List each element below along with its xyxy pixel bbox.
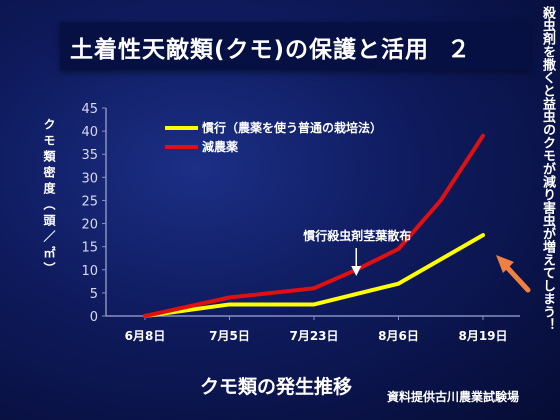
series-2-point	[481, 134, 485, 138]
series-2-point	[439, 198, 443, 202]
y-tick-label: 0	[90, 310, 98, 325]
side-note: 殺虫剤を撒くと益虫のクモが減り害虫が増えてしまう！	[540, 6, 555, 331]
x-tick-label: 8月19日	[458, 329, 507, 343]
y-tick-label: 25	[81, 194, 98, 209]
legend-label-2: 減農薬	[202, 139, 238, 154]
series-1-point	[312, 302, 316, 306]
y-tick-label: 35	[81, 148, 98, 163]
x-tick-label: 6月8日	[125, 329, 166, 343]
chart-caption: クモ類の発生推移	[200, 376, 353, 398]
series-2-point	[143, 314, 147, 318]
series-1-point	[228, 302, 231, 306]
annotation-label: 慣行殺虫剤茎葉散布	[302, 228, 411, 243]
series-2-point	[228, 296, 231, 300]
y-tick-label: 10	[81, 264, 98, 279]
series-1-point	[481, 233, 485, 237]
series-2-point	[397, 247, 400, 251]
y-tick-label: 5	[90, 287, 98, 302]
highlight-arrow-shaft	[501, 261, 531, 293]
slide-title-text: 土着性天敵類(クモ)の保護と活用	[70, 37, 430, 63]
y-tick-label: 15	[81, 241, 98, 256]
legend-label-1: 慣行（農薬を使う普通の栽培法）	[201, 120, 382, 135]
x-tick-label: 7月23日	[289, 329, 338, 343]
slide-title: 土着性天敵類(クモ)の保護と活用 ２	[70, 30, 471, 64]
source-credit: 資料提供古川農業試験場	[387, 390, 520, 404]
slide-number: ２	[447, 37, 472, 63]
y-tick-label: 40	[81, 125, 98, 140]
annotation-arrow-head	[351, 266, 362, 276]
x-tick-label: 7月5日	[209, 329, 250, 343]
y-tick-label: 20	[81, 218, 98, 233]
y-tick-label: 45	[81, 102, 98, 117]
series-1-point	[397, 282, 400, 286]
y-tick-label: 30	[81, 171, 98, 186]
highlight-arrow-head	[496, 255, 514, 273]
y-axis-label: クモ類密度（頭／㎡）	[42, 118, 56, 278]
series-2-point	[312, 286, 316, 290]
title-bar	[60, 22, 530, 70]
x-tick-label: 8月6日	[378, 329, 419, 343]
